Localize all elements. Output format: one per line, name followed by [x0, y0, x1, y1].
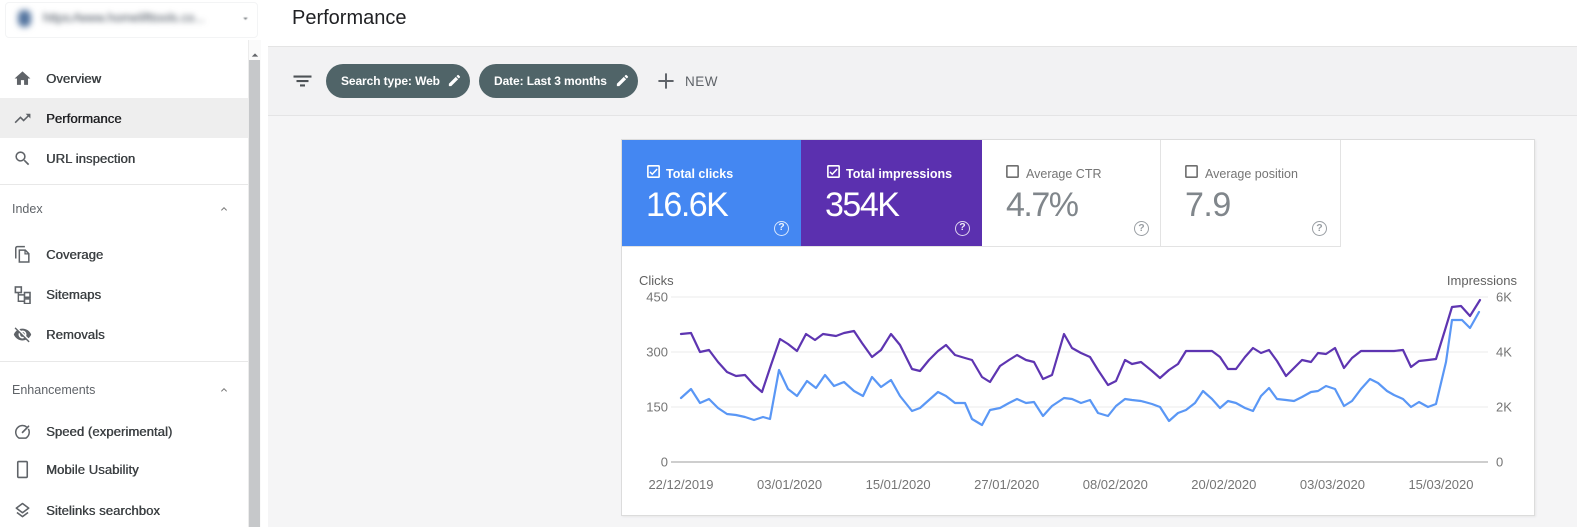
svg-text:22/12/2019: 22/12/2019 [648, 477, 713, 492]
svg-text:6K: 6K [1496, 290, 1512, 305]
svg-text:15/01/2020: 15/01/2020 [866, 477, 931, 492]
svg-text:0: 0 [661, 455, 668, 470]
svg-text:Clicks: Clicks [639, 273, 674, 288]
svg-text:03/01/2020: 03/01/2020 [757, 477, 822, 492]
svg-text:4K: 4K [1496, 345, 1512, 360]
svg-text:03/03/2020: 03/03/2020 [1300, 477, 1365, 492]
svg-text:300: 300 [646, 345, 668, 360]
svg-text:2K: 2K [1496, 400, 1512, 415]
svg-text:150: 150 [646, 400, 668, 415]
svg-text:0: 0 [1496, 455, 1503, 470]
svg-text:20/02/2020: 20/02/2020 [1191, 477, 1256, 492]
svg-text:Impressions: Impressions [1447, 273, 1518, 288]
svg-text:08/02/2020: 08/02/2020 [1083, 477, 1148, 492]
svg-text:27/01/2020: 27/01/2020 [974, 477, 1039, 492]
svg-text:15/03/2020: 15/03/2020 [1408, 477, 1473, 492]
svg-text:450: 450 [646, 290, 668, 305]
